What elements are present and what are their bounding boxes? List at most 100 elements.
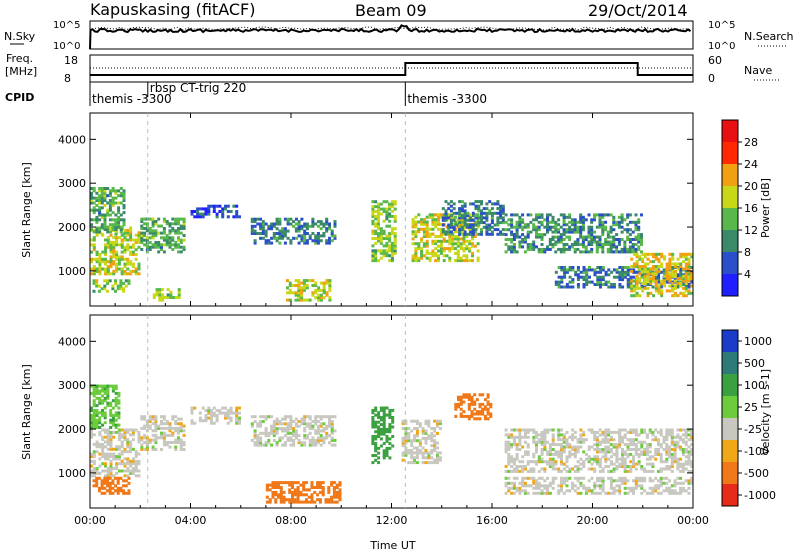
echo-cell <box>670 443 674 447</box>
echo-cell <box>172 296 176 299</box>
echo-cell <box>510 445 514 449</box>
echo-cell <box>308 422 312 426</box>
echo-cell <box>302 286 306 290</box>
echo-cell <box>629 430 633 434</box>
echo-cell <box>95 484 99 488</box>
echo-cell <box>548 225 552 229</box>
echo-cell <box>302 279 306 283</box>
echo-cell <box>606 233 610 237</box>
echo-cell <box>299 500 303 504</box>
echo-cell <box>288 481 292 485</box>
echo-cell <box>106 228 110 231</box>
echo-cell <box>388 423 392 427</box>
echo-cell <box>114 423 118 427</box>
echo-cell <box>382 430 386 434</box>
echo-cell <box>518 448 522 451</box>
echo-cell <box>576 448 580 451</box>
echo-cell <box>182 245 186 249</box>
echo-cell <box>109 248 113 252</box>
echo-cell <box>659 479 663 483</box>
echo-cell <box>420 239 424 243</box>
echo-cell <box>537 455 541 459</box>
echo-cell <box>374 430 378 434</box>
echo-cell <box>604 438 608 442</box>
echo-cell <box>641 282 645 285</box>
echo-cell <box>407 451 411 455</box>
echo-cell <box>182 248 186 251</box>
echo-cell <box>612 462 616 466</box>
echo-cell <box>548 428 552 432</box>
echo-cell <box>174 243 178 247</box>
echo-cell <box>134 267 138 271</box>
echo-cell <box>98 228 102 231</box>
echo-cell <box>115 447 119 451</box>
echo-cell <box>676 457 680 461</box>
echo-cell <box>501 232 505 236</box>
echo-cell <box>510 460 514 464</box>
echo-cell <box>148 229 152 233</box>
echo-cell <box>388 237 392 240</box>
echo-cell <box>459 407 463 411</box>
echo-cell <box>562 220 566 224</box>
echo-cell <box>179 417 183 421</box>
echo-cell <box>319 227 323 231</box>
echo-cell <box>490 207 494 211</box>
echo-cell <box>537 250 541 254</box>
echo-cell <box>123 228 127 232</box>
echo-cell <box>319 434 323 438</box>
echo-cell <box>90 469 93 473</box>
echo-cell <box>316 232 320 235</box>
echo-cell <box>318 498 322 502</box>
echo-cell <box>485 216 489 220</box>
echo-cell <box>512 476 516 480</box>
velocity-ylabel: Slant Range [km] <box>20 364 33 460</box>
echo-cell <box>483 407 487 411</box>
echo-cell <box>271 486 275 489</box>
echo-cell <box>314 234 318 238</box>
echo-cell <box>604 491 608 495</box>
echo-cell <box>454 215 457 219</box>
echo-cell <box>684 440 688 444</box>
echo-cell <box>256 436 260 440</box>
echo-cell <box>119 213 123 217</box>
echo-cell <box>391 416 395 419</box>
echo-cell <box>296 486 300 489</box>
nave-label: Nave <box>744 64 772 77</box>
echo-cell <box>512 469 516 473</box>
echo-cell <box>612 250 616 254</box>
echo-cell <box>427 422 431 426</box>
echo-cell <box>640 213 643 217</box>
echo-cell <box>129 428 133 432</box>
echo-cell <box>321 490 325 494</box>
echo-cell <box>523 238 527 241</box>
echo-cell <box>335 490 339 494</box>
echo-cell <box>637 433 641 437</box>
echo-cell <box>218 204 222 208</box>
echo-cell <box>560 486 563 490</box>
echo-cell <box>283 422 287 426</box>
echo-cell <box>670 462 674 466</box>
echo-cell <box>551 428 555 432</box>
echo-cell <box>414 215 418 219</box>
echo-cell <box>371 222 375 226</box>
echo-cell <box>476 218 480 222</box>
echo-cell <box>169 293 173 297</box>
echo-cell <box>570 230 574 234</box>
echo-cell <box>629 428 633 432</box>
echo-cell <box>115 445 119 449</box>
echo-cell <box>120 272 124 276</box>
echo-cell <box>272 222 276 226</box>
echo-cell <box>501 207 505 211</box>
echo-cell <box>303 415 307 419</box>
echo-cell <box>95 467 99 471</box>
echo-cell <box>95 445 99 449</box>
echo-cell <box>283 417 287 421</box>
echo-cell <box>593 484 597 488</box>
echo-cell <box>456 237 460 241</box>
echo-cell <box>512 238 516 241</box>
echo-cell <box>576 450 580 454</box>
echo-cell <box>162 227 166 230</box>
echo-cell <box>171 229 175 233</box>
echo-cell <box>643 274 647 278</box>
echo-cell <box>551 220 555 224</box>
